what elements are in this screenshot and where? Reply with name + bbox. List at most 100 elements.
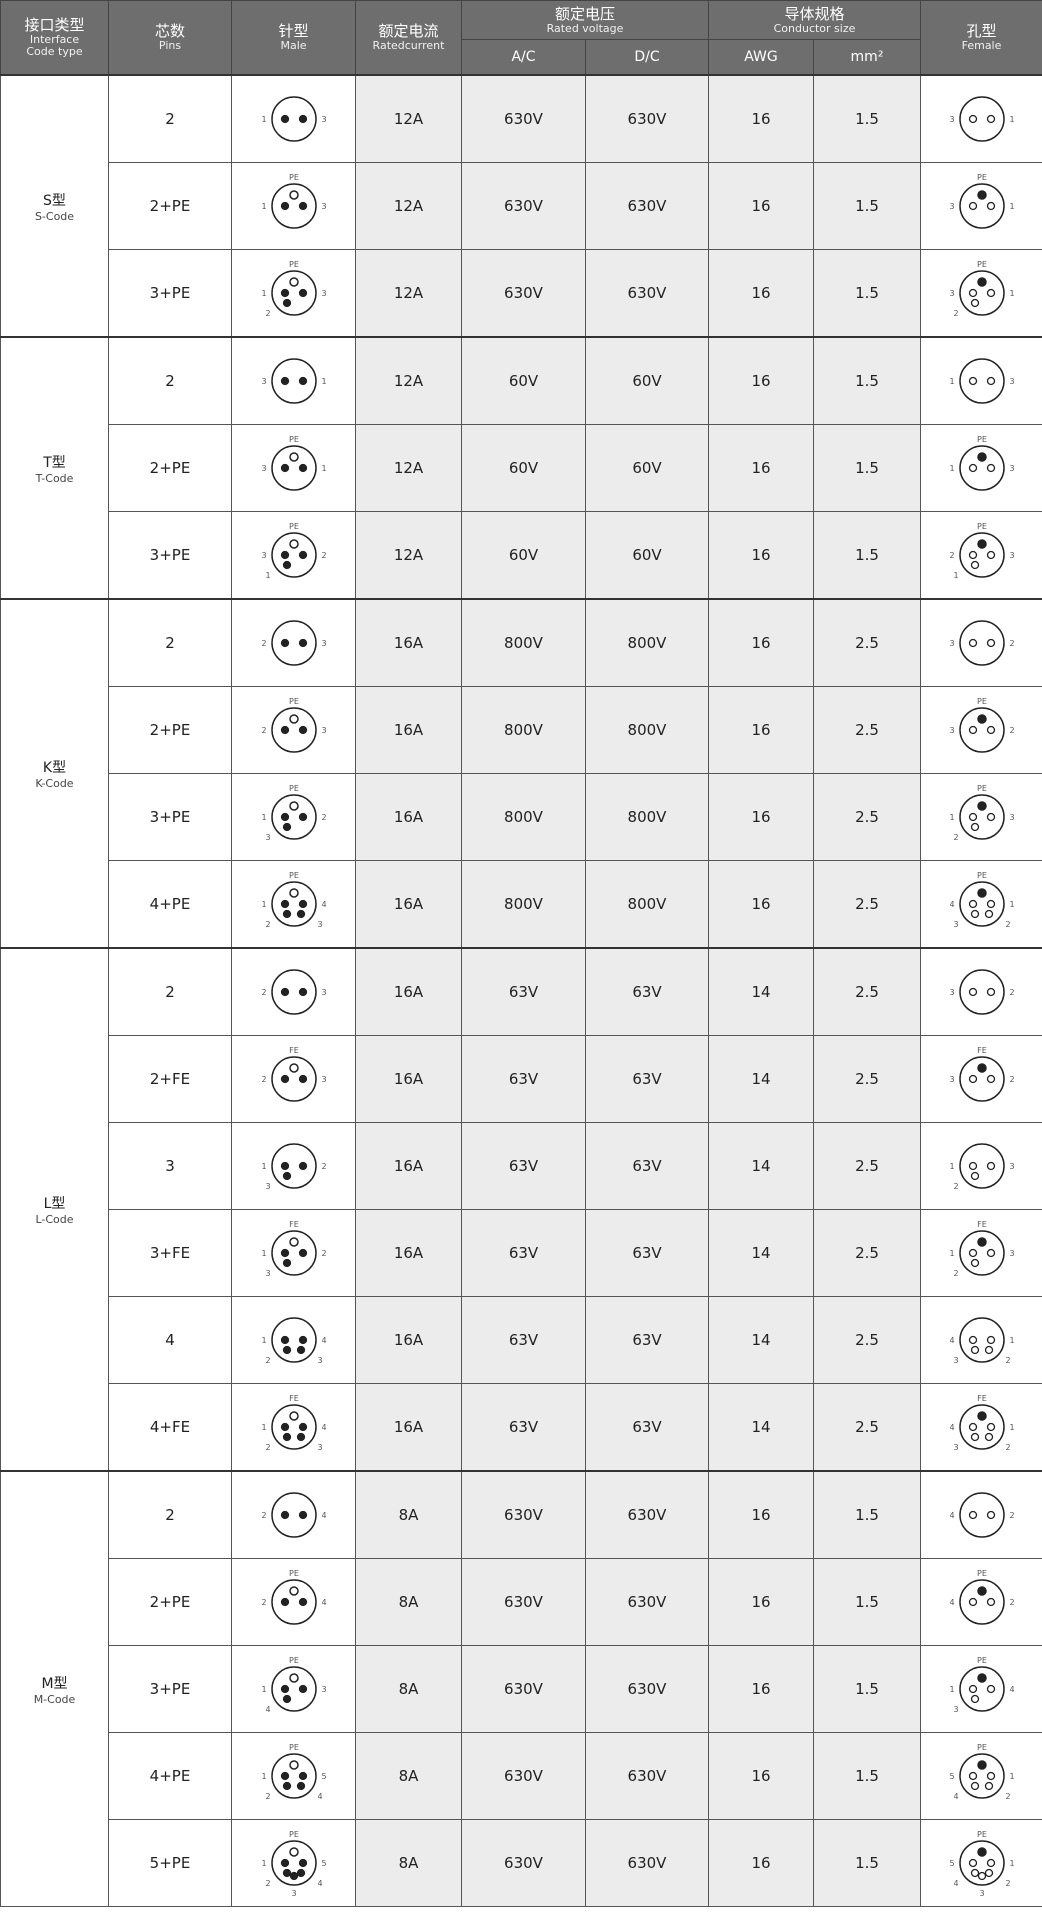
male-connector-icon: FE 2 3	[261, 1046, 326, 1102]
pin-dot	[968, 201, 977, 211]
pin-label: 4	[317, 1879, 322, 1888]
interface-type-cell: T型 T-Code	[0, 336, 109, 600]
female-connector-icon: PE 4 2	[949, 1569, 1014, 1625]
pin-label: PE	[289, 697, 299, 706]
mm2-cell: 2.5	[813, 1296, 921, 1384]
pin-dot	[280, 1422, 289, 1432]
female-connector-icon: PE 5 1 4 2 3	[949, 1830, 1014, 1898]
female-connector-icon: 1 3 2	[949, 1143, 1014, 1191]
header-mm2: mm²	[813, 39, 921, 76]
male-cell: 3 PE 1	[231, 424, 356, 512]
dc-voltage-cell: 63V	[585, 1383, 709, 1472]
pin-dot	[986, 1510, 995, 1520]
pin-dot	[298, 638, 307, 648]
pin-dot	[968, 1510, 977, 1520]
pin-dot	[986, 1248, 995, 1258]
pin-dot	[970, 1345, 979, 1355]
male-cell: PE 2 4	[231, 1558, 356, 1646]
dc-voltage-cell: 630V	[585, 162, 709, 250]
pin-label: PE	[289, 522, 299, 531]
pin-label: 2	[949, 551, 954, 560]
header-female: 孔型 Female	[920, 0, 1042, 76]
pins-cell: 2	[108, 336, 232, 425]
pin-dot	[986, 812, 995, 822]
pin-dot	[970, 1868, 979, 1878]
table-row: 3+PE PE 1 3 4 8A 630V 630V 16 1.5 PE 1 4 3	[1, 1645, 1042, 1733]
dc-voltage-cell: 630V	[585, 1819, 709, 1907]
pin-dot	[968, 899, 977, 909]
pin-dot	[280, 812, 289, 822]
pin-label: 2	[953, 309, 958, 318]
mm2-cell: 1.5	[813, 1470, 921, 1559]
header-rated-current: 额定电流 Ratedcurrent	[355, 0, 462, 76]
ac-voltage-cell: 63V	[461, 1383, 586, 1472]
pin-label: 3	[949, 1075, 954, 1084]
pin-dot	[280, 288, 289, 298]
female-cell: 2 3 1 PE	[920, 511, 1042, 600]
current-cell: 12A	[355, 336, 462, 425]
pin-label: 2	[265, 1443, 270, 1452]
table-row: 4 1 4 2 3 16A 63V 63V 14 2.5 4 1 3 2	[1, 1296, 1042, 1384]
male-connector-icon: PE 1 5 2 4	[261, 1743, 326, 1801]
pin-dot	[970, 560, 979, 570]
pin-label: 2	[1009, 1511, 1014, 1520]
pin-label: 4	[953, 1792, 958, 1801]
pin-dot	[280, 376, 289, 386]
mm2-cell: 2.5	[813, 598, 921, 687]
pin-label: FE	[289, 1394, 299, 1403]
pin-label: 3	[1009, 813, 1014, 822]
pin-label: PE	[977, 1656, 987, 1665]
pin-label: 1	[265, 571, 270, 580]
pins-cell: 3+PE	[108, 773, 232, 861]
pin-label: 5	[321, 1859, 326, 1868]
pin-label: 2	[265, 920, 270, 929]
dc-voltage-cell: 63V	[585, 1035, 709, 1123]
pin-dot	[970, 1781, 979, 1791]
pin-dot	[970, 1432, 979, 1442]
pin-label: 4	[321, 1423, 326, 1432]
pin-dot	[298, 550, 307, 560]
header-interface-type: 接口类型 Interface Code type	[0, 0, 109, 76]
pin-label: 1	[1009, 1772, 1014, 1781]
female-cell: PE 4 1 3 2	[920, 860, 1042, 949]
awg-cell: 16	[708, 162, 814, 250]
pin-label: 3	[1009, 464, 1014, 473]
pin-dot	[968, 1161, 977, 1171]
mm2-cell: 1.5	[813, 162, 921, 250]
pin-dot	[968, 1771, 977, 1781]
dc-voltage-cell: 800V	[585, 686, 709, 774]
pin-label: 2	[261, 726, 266, 735]
pin-label: 3	[953, 1356, 958, 1365]
ac-voltage-cell: 630V	[461, 74, 586, 163]
pin-label: 3	[321, 988, 326, 997]
pin-label: 4	[321, 1336, 326, 1345]
pin-label: 1	[1009, 1859, 1014, 1868]
table-body: S型 S-Code 2 1 3 12A 630V 630V 16 1.5 3 1 2+PE PE 1 3 12A…	[0, 74, 1042, 1907]
pin-label: 4	[949, 1423, 954, 1432]
mm2-cell: 2.5	[813, 686, 921, 774]
dc-voltage-cell: 800V	[585, 598, 709, 687]
table-row: T型 T-Code 2 3 1 12A 60V 60V 16 1.5 1 3	[0, 336, 1042, 600]
pin-dot	[986, 987, 995, 997]
pin-label: 2	[953, 1182, 958, 1191]
pin-dot	[280, 1771, 289, 1781]
pin-label: 1	[1009, 115, 1014, 124]
dc-voltage-cell: 630V	[585, 1732, 709, 1820]
current-cell: 16A	[355, 1296, 462, 1384]
pins-cell: 2	[108, 1470, 232, 1559]
pin-label: 1	[261, 813, 266, 822]
pin-label: 3	[265, 1182, 270, 1191]
ac-voltage-cell: 63V	[461, 1122, 586, 1210]
pin-label: 2	[1009, 1598, 1014, 1607]
pins-cell: 3+PE	[108, 1645, 232, 1733]
current-cell: 12A	[355, 511, 462, 600]
header-conductor-size: 导体规格 Conductor size	[708, 0, 921, 40]
pin-dot	[970, 1171, 979, 1181]
type-en: T-Code	[35, 471, 74, 485]
pin-dot	[970, 822, 979, 832]
pin-dot	[280, 1510, 289, 1520]
pin-label: 3	[1009, 377, 1014, 386]
